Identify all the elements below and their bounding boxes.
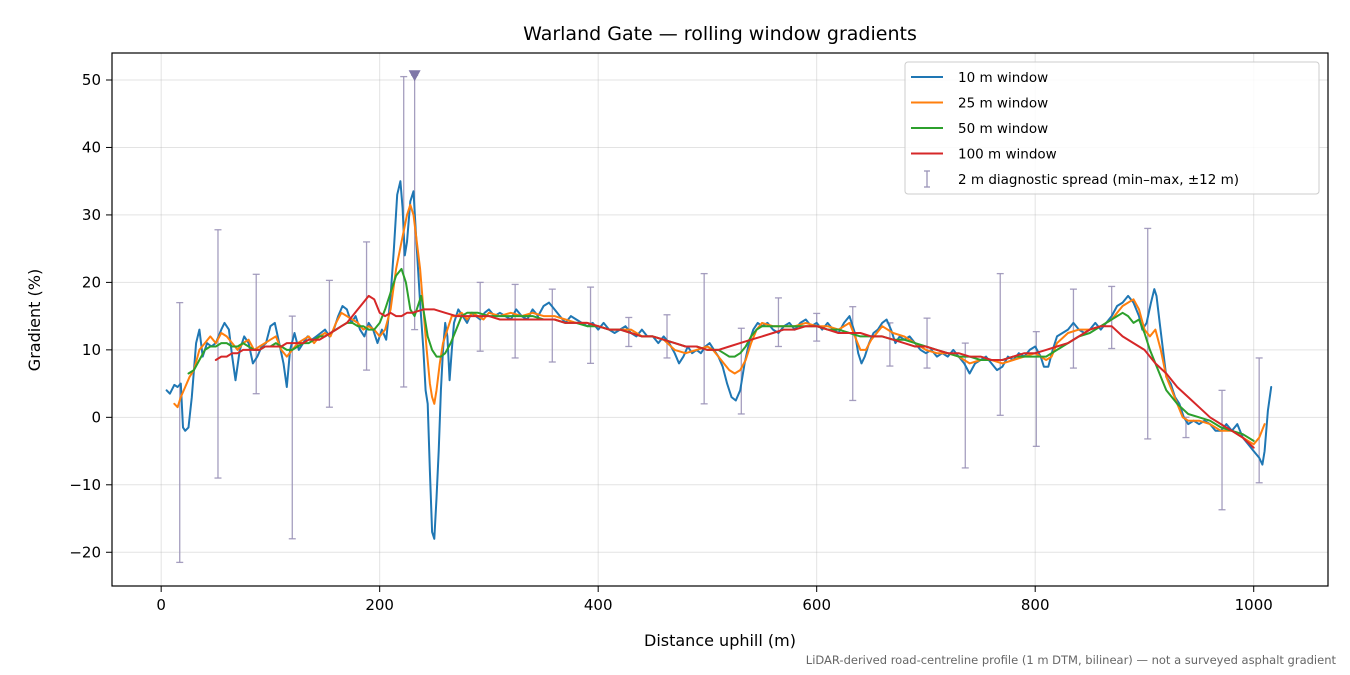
x-tick-label: 200 <box>365 596 394 614</box>
error-bar <box>363 241 371 371</box>
error-bar <box>774 297 782 348</box>
legend-label: 25 m window <box>958 96 1048 112</box>
error-bar <box>813 312 821 342</box>
series-line <box>214 294 1255 449</box>
error-bar <box>996 272 1004 416</box>
legend-label: 100 m window <box>958 147 1057 163</box>
error-bar <box>511 283 519 359</box>
y-tick-label: 20 <box>82 273 101 291</box>
error-bar <box>548 288 556 363</box>
y-axis-ticks: −20 −10 0 10 20 30 40 50 <box>69 71 112 561</box>
y-axis-label: Gradient (%) <box>25 269 44 371</box>
outlier-marker-group <box>408 70 421 82</box>
y-tick-label: 10 <box>82 341 101 359</box>
error-bar <box>1218 389 1226 511</box>
error-bar <box>176 301 184 564</box>
error-bar <box>663 314 671 359</box>
legend-label: 10 m window <box>958 70 1048 86</box>
x-axis-label: Distance uphill (m) <box>644 631 796 650</box>
legend-box <box>904 61 1320 195</box>
error-bar <box>1032 330 1040 447</box>
error-bar <box>849 306 857 402</box>
error-bar <box>252 273 260 395</box>
error-bar <box>700 272 708 405</box>
legend-label: 50 m window <box>958 121 1048 137</box>
legend-label: 2 m diagnostic spread (min–max, ±12 m) <box>958 172 1239 188</box>
chart-title: Warland Gate — rolling window gradients <box>523 23 917 45</box>
legend-errorbar-swatch <box>924 170 930 188</box>
error-bar <box>325 279 333 408</box>
x-tick-label: 0 <box>156 596 166 614</box>
x-tick-label: 600 <box>802 596 831 614</box>
y-tick-label: 0 <box>91 408 101 426</box>
legend: 10 m window 25 m window 50 m window 100 m w… <box>904 61 1320 195</box>
y-tick-label: −10 <box>69 476 101 494</box>
outlier-marker <box>408 70 421 82</box>
error-bar <box>288 315 296 540</box>
source-footnote: LiDAR-derived road-centreline profile (1… <box>806 653 1337 667</box>
x-tick-label: 400 <box>584 596 613 614</box>
y-tick-label: 40 <box>82 138 101 156</box>
x-axis-ticks: 0 200 400 600 800 1000 <box>156 586 1273 614</box>
y-tick-label: −20 <box>69 543 101 561</box>
plot-area-frame <box>111 52 1329 587</box>
x-tick-label: 1000 <box>1235 596 1273 614</box>
x-tick-label: 800 <box>1021 596 1050 614</box>
y-tick-label: 30 <box>82 206 101 224</box>
y-tick-label: 50 <box>82 71 101 89</box>
series-group <box>165 180 1273 540</box>
error-bar <box>1255 357 1263 484</box>
error-bar <box>214 229 222 479</box>
error-bar <box>923 317 931 369</box>
error-bar <box>1069 288 1077 369</box>
